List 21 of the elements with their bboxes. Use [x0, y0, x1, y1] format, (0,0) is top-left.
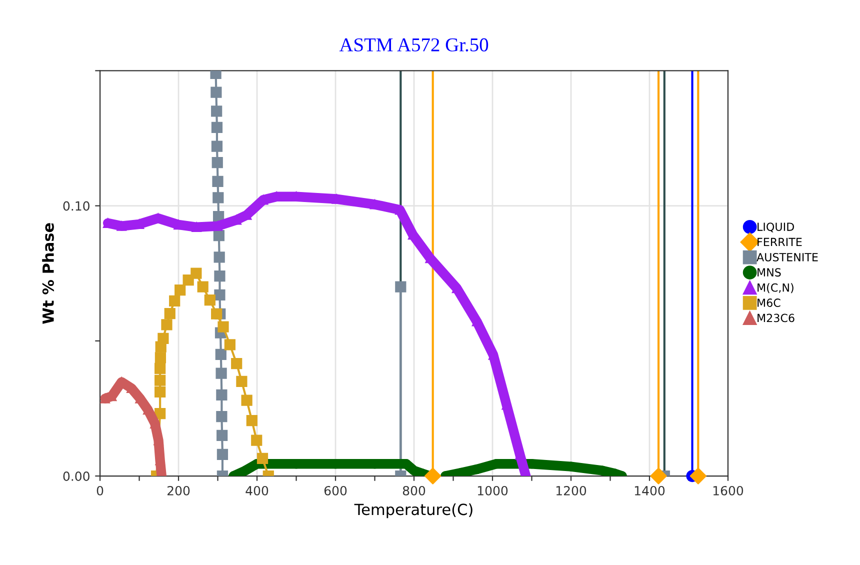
- x-tick-label: 800: [402, 486, 426, 496]
- y-axis-title: Wt % Phase: [42, 223, 54, 324]
- legend-label: M6C: [758, 298, 780, 307]
- legend-label: AUSTENITE: [756, 252, 818, 262]
- legend-label: MNS: [758, 268, 781, 277]
- x-tick-label: 200: [168, 486, 190, 496]
- x-axis-title: Temperature(C): [354, 503, 472, 518]
- legend-label: M23C6: [758, 314, 794, 322]
- x-tick-label: 1200: [556, 486, 586, 496]
- x-tick-label: 0: [96, 486, 104, 496]
- y-tick-label: 0.00: [63, 471, 90, 481]
- legend-label: M(C,N): [758, 283, 794, 294]
- chart-title: ASTM A572 Gr.50: [339, 38, 488, 52]
- legend-label: LIQUID: [758, 222, 794, 232]
- x-tick-label: 400: [246, 486, 268, 496]
- y-tick-label: 0.10: [63, 201, 90, 211]
- x-tick-label: 1600: [713, 486, 744, 496]
- x-tick-label: 600: [324, 486, 347, 496]
- legend-label: FERRITE: [758, 238, 802, 246]
- x-tick-label: 1400: [634, 486, 665, 496]
- x-tick-label: 1000: [478, 486, 508, 496]
